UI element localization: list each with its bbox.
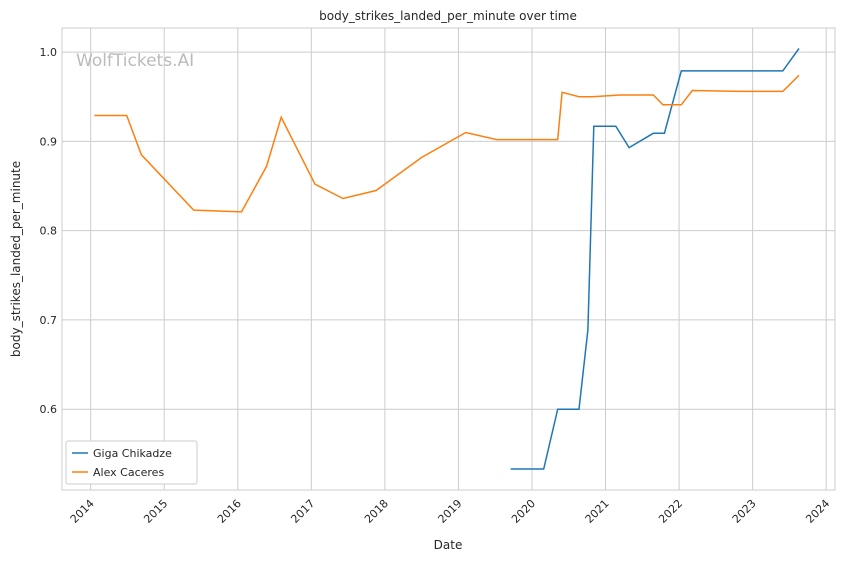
x-tick-label: 2017 [288, 497, 317, 526]
y-tick-label: 1.0 [40, 46, 58, 59]
x-tick-label: 2020 [509, 497, 538, 526]
x-tick-label: 2024 [803, 497, 832, 526]
x-axis-label: Date [434, 538, 463, 552]
x-tick-label: 2022 [656, 497, 685, 526]
y-tick-label: 0.9 [40, 135, 58, 148]
x-tick-label: 2016 [215, 497, 244, 526]
watermark: WolfTickets.AI [76, 51, 194, 71]
x-tick-label: 2014 [68, 497, 97, 526]
x-tick-label: 2021 [583, 497, 612, 526]
legend-label: Giga Chikadze [93, 447, 172, 460]
x-tick-label: 2019 [436, 497, 465, 526]
y-tick-label: 0.7 [40, 314, 58, 327]
legend-box [65, 440, 198, 485]
y-tick-label: 0.6 [40, 403, 58, 416]
legend-label: Alex Caceres [93, 466, 164, 479]
y-axis-label: body_strikes_landed_per_minute [9, 161, 23, 357]
y-tick-label: 0.8 [40, 225, 58, 238]
x-tick-label: 2023 [730, 497, 759, 526]
series-line-giga-chikadze [510, 48, 800, 470]
legend: Giga Chikadze Alex Caceres [65, 440, 198, 485]
chart-title: body_strikes_landed_per_minute over time [319, 9, 577, 23]
x-tick-label: 2018 [362, 497, 391, 526]
x-tick-label: 2015 [141, 497, 170, 526]
series-line-alex-caceres [94, 74, 800, 213]
plot-area [61, 27, 836, 491]
